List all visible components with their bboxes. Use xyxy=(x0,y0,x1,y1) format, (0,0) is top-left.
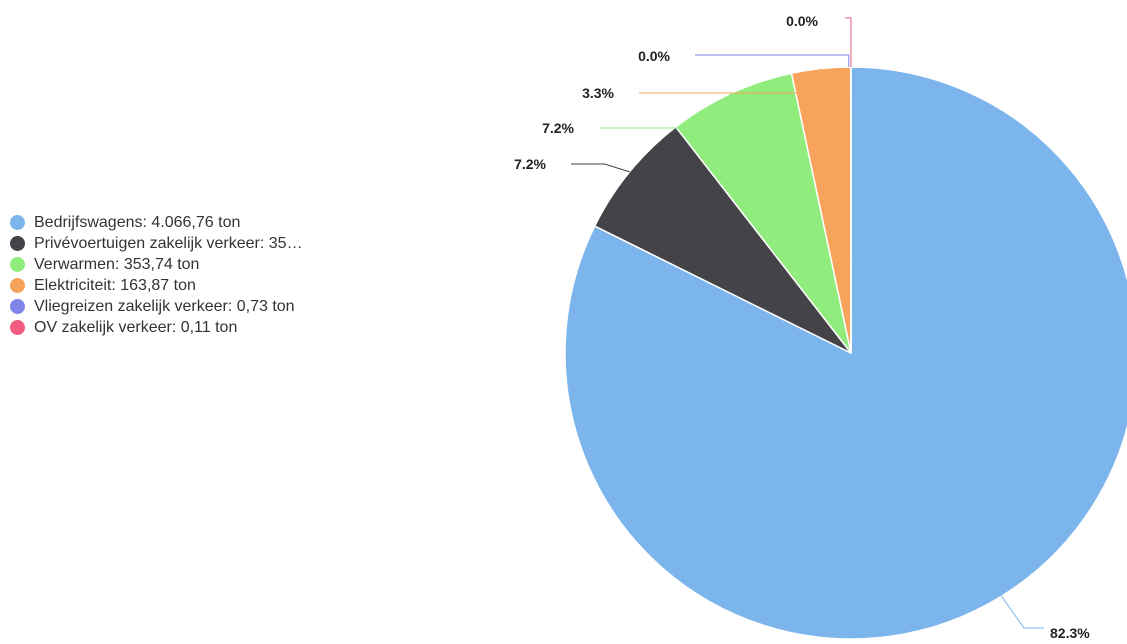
legend-item[interactable]: Elektriciteit: 163,87 ton xyxy=(10,275,380,296)
data-label: 82.3% xyxy=(1050,625,1090,641)
data-label: 7.2% xyxy=(542,120,574,136)
data-label-connector xyxy=(571,163,630,173)
data-label-connector xyxy=(639,68,822,94)
legend-item[interactable]: Bedrijfswagens: 4.066,76 ton xyxy=(10,212,380,233)
legend-marker xyxy=(10,320,25,335)
chart-legend: Bedrijfswagens: 4.066,76 ton Privévoertui… xyxy=(10,212,380,338)
legend-marker xyxy=(10,299,25,314)
legend-marker xyxy=(10,257,25,272)
data-label: 0.0% xyxy=(638,48,670,64)
legend-item[interactable]: Privévoertuigen zakelijk verkeer: 35… xyxy=(10,233,380,254)
data-label: 3.3% xyxy=(582,85,614,101)
data-label: 7.2% xyxy=(514,156,546,172)
legend-item[interactable]: Verwarmen: 353,74 ton xyxy=(10,254,380,275)
data-label-connector xyxy=(695,54,850,68)
pie-slice[interactable] xyxy=(593,126,852,354)
legend-item[interactable]: OV zakelijk verkeer: 0,11 ton xyxy=(10,317,380,338)
legend-item[interactable]: Vliegreizen zakelijk verkeer: 0,73 ton xyxy=(10,296,380,317)
data-label: 0.0% xyxy=(786,13,818,29)
data-label-connector xyxy=(844,17,852,67)
legend-marker xyxy=(10,278,25,293)
data-label-connector xyxy=(599,93,732,129)
legend-marker xyxy=(10,236,25,251)
data-label-connector xyxy=(999,593,1044,629)
pie-slices xyxy=(564,66,1127,640)
legend-marker xyxy=(10,215,25,230)
